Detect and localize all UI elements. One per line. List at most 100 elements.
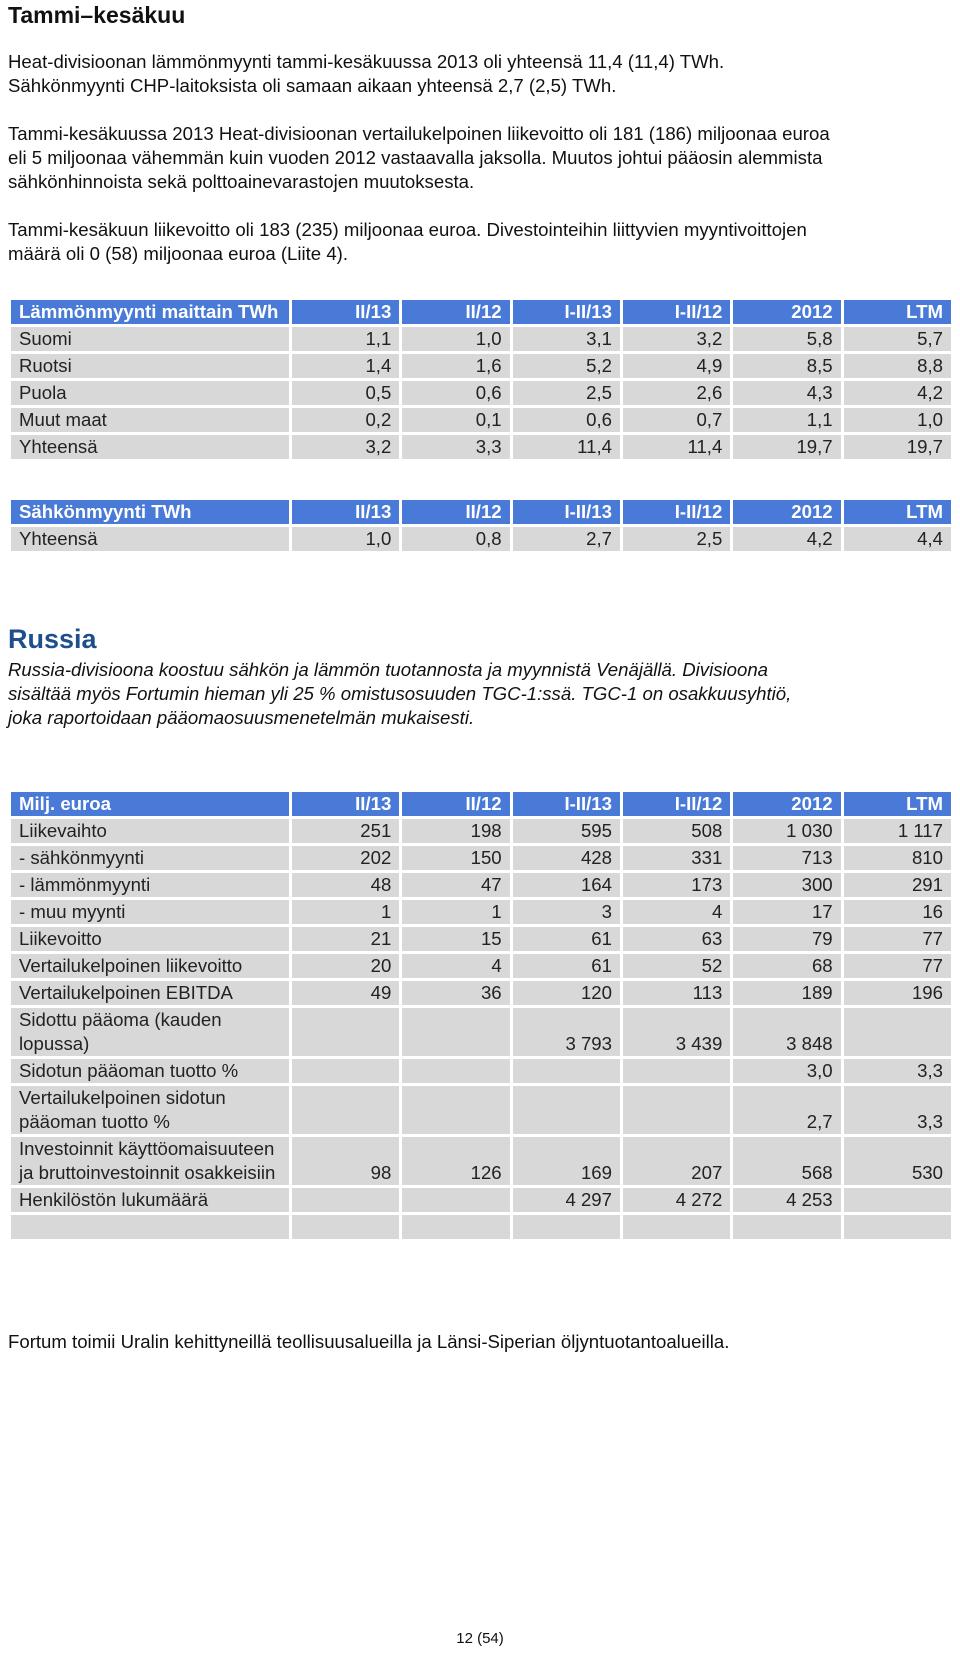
table-row: Henkilöstön lukumäärä 4 297 4 272 4 253 — [11, 1188, 951, 1212]
table-cell: 0,5 — [292, 381, 400, 405]
column-header: I-II/12 — [622, 500, 731, 524]
table-cell — [402, 1059, 510, 1083]
column-header: II/13 — [292, 300, 400, 324]
row-label: Yhteensä — [11, 527, 289, 551]
table-cell: 1 117 — [843, 819, 951, 843]
table-row: Liikevaihto 251 198 595 508 1 030 1 117 — [11, 819, 951, 843]
table-cell: 77 — [843, 954, 951, 978]
table-cell: 0,7 — [622, 408, 731, 432]
table-cell: 1,1 — [292, 327, 400, 351]
table-cell: 52 — [622, 954, 731, 978]
table-cell: 11,4 — [622, 435, 731, 459]
table-cell: 331 — [622, 846, 731, 870]
row-label: Sidottu pääoma (kauden lopussa) — [11, 1008, 289, 1056]
header-row: Lämmönmyynti maittain TWh II/13 II/12 I-II/… — [11, 300, 951, 324]
page-number: 12 (54) — [456, 1630, 504, 1647]
table-cell: 3 848 — [733, 1008, 841, 1056]
column-header: LTM — [843, 500, 951, 524]
table-cell: 300 — [733, 873, 841, 897]
column-header: II/12 — [402, 500, 510, 524]
table-cell: 5,7 — [843, 327, 951, 351]
row-label: Yhteensä — [11, 435, 289, 459]
table-cell: 0,2 — [292, 408, 400, 432]
column-header: II/13 — [292, 500, 400, 524]
table-row: Puola 0,5 0,6 2,5 2,6 4,3 4,2 — [11, 381, 951, 405]
table-cell: 198 — [402, 819, 510, 843]
table-cell: 19,7 — [843, 435, 951, 459]
table-cell — [402, 1008, 510, 1056]
paragraph-line: Sähkönmyynti CHP-laitoksista oli samaan … — [8, 75, 617, 96]
table-cell: 36 — [402, 981, 510, 1005]
paragraph-line: eli 5 miljoonaa vähemmän kuin vuoden 201… — [8, 147, 823, 168]
table-cell: 4,2 — [733, 527, 841, 551]
table-header: Milj. euroa II/13 II/12 I-II/13 I-II/12 2012 L… — [11, 792, 951, 816]
table-row: Vertailukelpoinen liikevoitto 20 4 61 52 68 77 — [11, 954, 951, 978]
column-header: I-II/12 — [622, 792, 731, 816]
table-cell: 1 030 — [733, 819, 841, 843]
table-cell — [622, 1215, 731, 1239]
table-cell: 1,1 — [733, 408, 841, 432]
table-cell: 0,6 — [402, 381, 510, 405]
table-cell: 202 — [292, 846, 400, 870]
table-cell: 713 — [733, 846, 841, 870]
header-row: Sähkönmyynti TWh II/13 II/12 I-II/13 I-II/12… — [11, 500, 951, 524]
paragraph-line: sisältää myös Fortumin hieman yli 25 % o… — [8, 683, 792, 704]
table-cell — [512, 1086, 620, 1134]
table-cell: 5,2 — [512, 354, 620, 378]
table-cell: 0,8 — [402, 527, 510, 551]
table-cell — [292, 1086, 400, 1134]
table-cell: 2,5 — [622, 527, 731, 551]
column-header: II/12 — [402, 300, 510, 324]
table-cell: 4,4 — [843, 527, 951, 551]
row-label: Suomi — [11, 327, 289, 351]
table-cell: 4 297 — [512, 1188, 620, 1212]
row-label: - muu myynti — [11, 900, 289, 924]
table-cell — [512, 1059, 620, 1083]
table-cell: 11,4 — [512, 435, 620, 459]
table-cell — [512, 1215, 620, 1239]
table-cell — [292, 1188, 400, 1212]
row-label — [11, 1215, 289, 1239]
table-row: - muu myynti 1 1 3 4 17 16 — [11, 900, 951, 924]
table-cell: 291 — [843, 873, 951, 897]
table-cell — [402, 1188, 510, 1212]
paragraph-line: Tammi-kesäkuun liikevoitto oli 183 (235)… — [8, 219, 807, 240]
table-cell: 63 — [622, 927, 731, 951]
table-row: - sähkönmyynti 202 150 428 331 713 810 — [11, 846, 951, 870]
table-cell — [402, 1215, 510, 1239]
table-cell: 113 — [622, 981, 731, 1005]
table-cell: 1 — [292, 900, 400, 924]
table-cell: 3,3 — [402, 435, 510, 459]
table-cell: 3,2 — [622, 327, 731, 351]
table-row: Vertailukelpoinen EBITDA 49 36 120 113 189 196 — [11, 981, 951, 1005]
table-cell: 530 — [843, 1137, 951, 1185]
table-cell: 126 — [402, 1137, 510, 1185]
table-cell: 68 — [733, 954, 841, 978]
table-cell — [292, 1215, 400, 1239]
table-cell: 189 — [733, 981, 841, 1005]
table-cell: 4 — [402, 954, 510, 978]
table-cell: 15 — [402, 927, 510, 951]
table-row: Ruotsi 1,4 1,6 5,2 4,9 8,5 8,8 — [11, 354, 951, 378]
table-cell: 508 — [622, 819, 731, 843]
table-row: Muut maat 0,2 0,1 0,6 0,7 1,1 1,0 — [11, 408, 951, 432]
table-cell: 3 793 — [512, 1008, 620, 1056]
table-cell: 2,7 — [733, 1086, 841, 1134]
table-cell: 1,4 — [292, 354, 400, 378]
table-cell: 0,1 — [402, 408, 510, 432]
table-cell: 5,8 — [733, 327, 841, 351]
table-cell: 3,1 — [512, 327, 620, 351]
table-header: Lämmönmyynti maittain TWh II/13 II/12 I-II/… — [11, 300, 951, 324]
column-header: 2012 — [733, 792, 841, 816]
column-header-label: Lämmönmyynti maittain TWh — [11, 300, 289, 324]
table-cell — [622, 1059, 731, 1083]
table-cell: 49 — [292, 981, 400, 1005]
table-cell — [292, 1059, 400, 1083]
column-header-label: Milj. euroa — [11, 792, 289, 816]
table-cell: 4 253 — [733, 1188, 841, 1212]
table-cell — [733, 1215, 841, 1239]
table-cell: 4,3 — [733, 381, 841, 405]
table-cell: 428 — [512, 846, 620, 870]
row-label: Liikevaihto — [11, 819, 289, 843]
table-cell: 2,6 — [622, 381, 731, 405]
